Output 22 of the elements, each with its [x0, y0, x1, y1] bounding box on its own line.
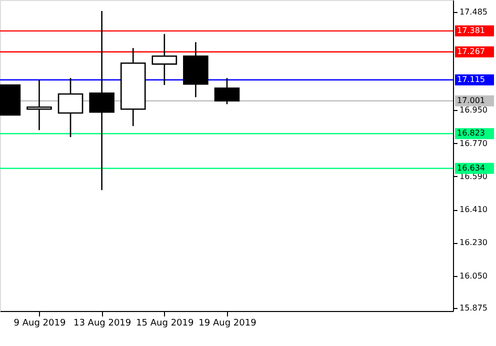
ref-line-label: 17.115: [457, 74, 485, 84]
ref-line-label: 17.381: [457, 26, 485, 35]
y-tick-label: 16.230: [460, 238, 488, 248]
candlestick: [89, 10, 114, 191]
x-tick-label: 13 Aug 2019: [73, 318, 132, 328]
y-tick-label: 16.770: [460, 138, 488, 148]
candlestick: [58, 77, 84, 138]
y-tick-label: 16.410: [460, 205, 488, 214]
candlestick: [214, 77, 240, 105]
ref-line-label: 16.634: [457, 163, 485, 172]
x-tick-label: 15 Aug 2019: [136, 318, 194, 328]
ref-line-label: 16.823: [457, 128, 485, 138]
y-tick-label: 15.875: [460, 304, 488, 313]
y-tick-label: 16.950: [460, 106, 488, 115]
ref-line-label: 17.001: [457, 96, 485, 105]
candlestick: [152, 33, 178, 86]
x-tick-label: 9 Aug 2019: [14, 318, 66, 328]
ref-line-label: 17.267: [457, 46, 485, 56]
y-tick-label: 16.050: [460, 271, 488, 280]
candlestick: [26, 79, 52, 131]
x-tick-label: 19 Aug 2019: [198, 318, 257, 328]
y-tick-label: 17.485: [460, 7, 488, 16]
